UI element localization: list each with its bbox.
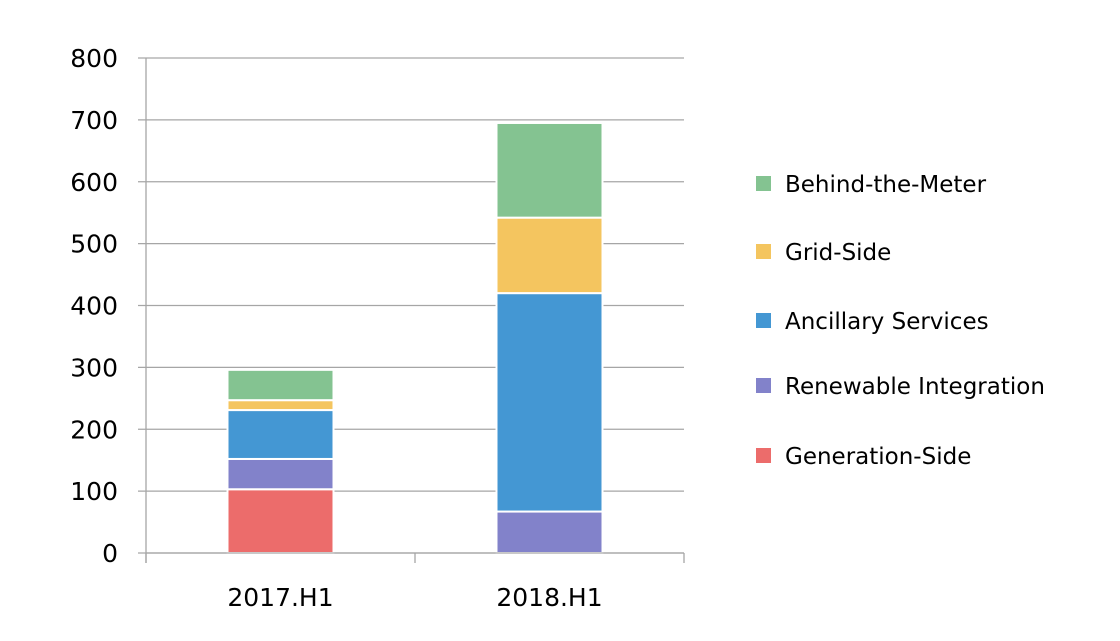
legend-label: Grid-Side xyxy=(785,240,891,266)
bar-segment xyxy=(226,399,335,412)
axes xyxy=(145,58,685,563)
legend-label: Generation-Side xyxy=(785,444,971,470)
bar-segment xyxy=(495,510,604,555)
legend-swatch xyxy=(756,313,771,328)
legend-swatch xyxy=(756,176,771,191)
y-tick-label: 700 xyxy=(70,106,118,135)
bar-segment xyxy=(495,216,604,295)
y-tick-label: 800 xyxy=(70,44,118,73)
x-axis-tick-labels: 2017.H1 2018.H1 xyxy=(227,583,602,612)
y-axis-tick-labels: 0 100 200 300 400 500 600 700 800 xyxy=(70,44,118,568)
legend-label: Ancillary Services xyxy=(785,309,989,335)
legend-label: Renewable Integration xyxy=(785,374,1045,400)
bar-segment xyxy=(226,409,335,460)
y-tick-label: 0 xyxy=(102,539,118,568)
legend-swatch xyxy=(756,244,771,259)
legend-label: Behind-the-Meter xyxy=(785,172,987,198)
x-tick-label: 2017.H1 xyxy=(227,583,333,612)
bar-segment xyxy=(226,368,335,402)
legend: Behind-the-Meter Grid-Side Ancillary Servi… xyxy=(756,172,1045,470)
x-tick-label: 2018.H1 xyxy=(496,583,602,612)
y-tick-label: 500 xyxy=(70,230,118,259)
bar-segment xyxy=(226,457,335,491)
y-tick-label: 600 xyxy=(70,168,118,197)
bar-segment xyxy=(495,121,604,219)
bars xyxy=(226,121,604,555)
y-tick-label: 400 xyxy=(70,292,118,321)
y-tick-label: 200 xyxy=(70,415,118,444)
legend-swatch xyxy=(756,448,771,463)
y-tick-label: 300 xyxy=(70,353,118,382)
y-tick-label: 100 xyxy=(70,477,118,506)
bar-segment xyxy=(226,488,335,554)
legend-swatch xyxy=(756,378,771,393)
bar-segment xyxy=(495,292,604,513)
